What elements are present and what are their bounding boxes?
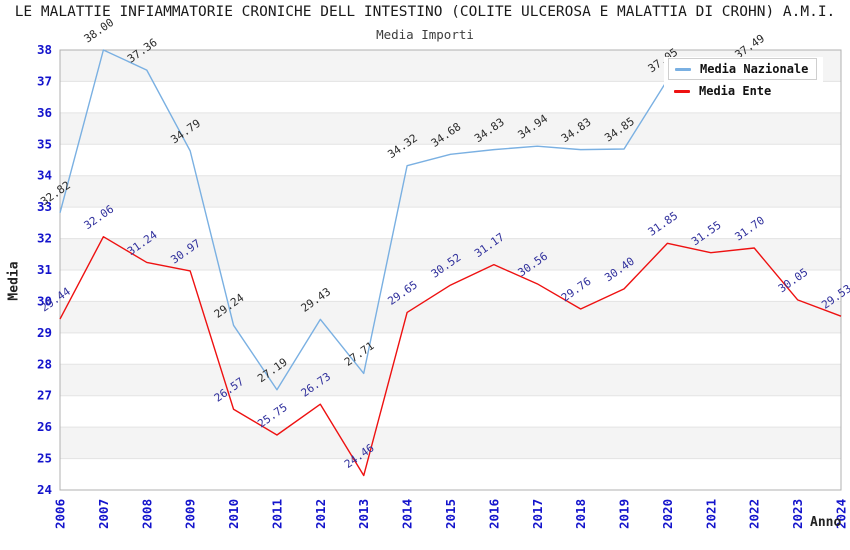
legend-label-nazionale: Media Nazionale	[700, 62, 809, 76]
x-tick-label: 2006	[53, 499, 68, 529]
legend-swatch-ente-icon	[674, 89, 690, 93]
plot-band	[60, 427, 841, 459]
x-tick-label: 2014	[400, 499, 415, 529]
y-tick-label: 38	[37, 42, 52, 57]
plot-band	[60, 458, 841, 490]
y-tick-label: 31	[37, 262, 52, 277]
x-tick-label: 2012	[313, 499, 328, 529]
plot-band	[60, 238, 841, 270]
y-tick-label: 36	[37, 105, 52, 120]
x-tick-label: 2019	[617, 499, 632, 529]
x-tick-label: 2010	[226, 499, 241, 529]
chart-subtitle: Media Importi	[376, 27, 474, 42]
x-tick-label: 2013	[356, 499, 371, 529]
y-tick-label: 27	[37, 388, 52, 403]
y-tick-label: 37	[37, 73, 52, 88]
x-tick-label: 2015	[443, 499, 458, 529]
plot-band	[60, 301, 841, 333]
plot-band	[60, 364, 841, 396]
plot-band	[60, 144, 841, 176]
y-tick-label: 28	[37, 356, 52, 371]
x-tick-label: 2009	[183, 499, 198, 529]
y-tick-label: 34	[37, 168, 52, 183]
y-tick-label: 32	[37, 231, 52, 246]
x-tick-label: 2011	[269, 499, 284, 529]
plot-band	[60, 112, 841, 145]
data-label: 38.00	[82, 16, 117, 46]
x-tick-label: 2024	[834, 499, 849, 529]
x-tick-label: 2022	[747, 499, 762, 529]
y-tick-label: 26	[37, 419, 52, 434]
legend-label-ente: Media Ente	[699, 84, 772, 98]
y-tick-label: 30	[37, 293, 52, 308]
plot-band	[60, 207, 841, 239]
legend-item-media-nazionale[interactable]: Media Nazionale	[668, 58, 818, 80]
x-tick-label: 2021	[703, 499, 718, 529]
x-tick-label: 2007	[96, 499, 111, 529]
y-tick-label: 35	[37, 136, 52, 151]
y-tick-label: 25	[37, 451, 52, 466]
chart-title: LE MALATTIE INFIAMMATORIE CRONICHE DELL …	[14, 4, 836, 20]
legend-swatch-nazionale-icon	[675, 67, 691, 71]
series-line-media-nazionale	[59, 49, 755, 391]
x-tick-label: 2008	[139, 499, 154, 529]
series-line-media-ente	[59, 235, 842, 477]
x-tick-label: 2017	[530, 499, 545, 529]
y-tick-label: 29	[37, 325, 52, 340]
legend-item-media-ente[interactable]: Media Ente	[668, 81, 818, 101]
x-tick-label: 2020	[660, 499, 675, 529]
x-tick-label: 2018	[573, 499, 588, 529]
y-tick-label: 33	[37, 199, 52, 214]
y-axis-title: Media	[6, 261, 22, 301]
plot-band	[60, 175, 841, 208]
x-tick-label: 2023	[790, 499, 805, 529]
x-axis-title: Anno	[810, 515, 842, 530]
plot-band	[60, 395, 841, 428]
x-tick-label: 2016	[486, 499, 501, 529]
plot-border	[59, 49, 842, 491]
plot-band	[60, 332, 841, 365]
legend: Media Nazionale Media Ente	[664, 57, 824, 105]
y-tick-label: 24	[37, 482, 52, 497]
